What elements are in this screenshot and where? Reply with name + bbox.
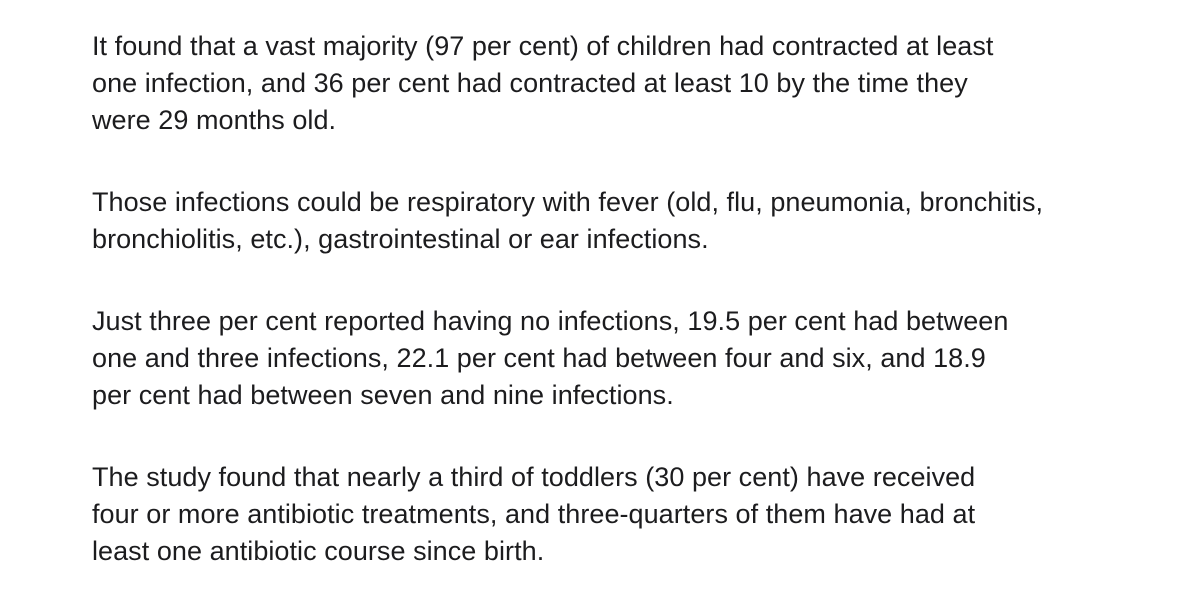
article-body: It found that a vast majority (97 per ce… [92,28,1172,615]
paragraph-line: Those infections could be respiratory wi… [92,187,1044,217]
paragraph-antibiotics: The study found that nearly a third of t… [92,459,1172,570]
paragraph-line: per cent had between seven and nine infe… [92,380,674,410]
paragraph-infection-breakdown: Just three per cent reported having no i… [92,303,1172,414]
paragraph-line: Just three per cent reported having no i… [92,306,1009,336]
paragraph-line: It found that a vast majority (97 per ce… [92,31,994,61]
paragraph-line: least one antibiotic course since birth. [92,536,545,566]
paragraph-line: one and three infections, 22.1 per cent … [92,343,986,373]
paragraph-line: one infection, and 36 per cent had contr… [92,68,968,98]
paragraph-line: The study found that nearly a third of t… [92,462,976,492]
paragraph-line: were 29 months old. [92,105,337,135]
paragraph-infection-types: Those infections could be respiratory wi… [92,184,1172,258]
paragraph-infection-rates: It found that a vast majority (97 per ce… [92,28,1172,139]
paragraph-line: bronchiolitis, etc.), gastrointestinal o… [92,224,709,254]
paragraph-line: four or more antibiotic treatments, and … [92,499,976,529]
